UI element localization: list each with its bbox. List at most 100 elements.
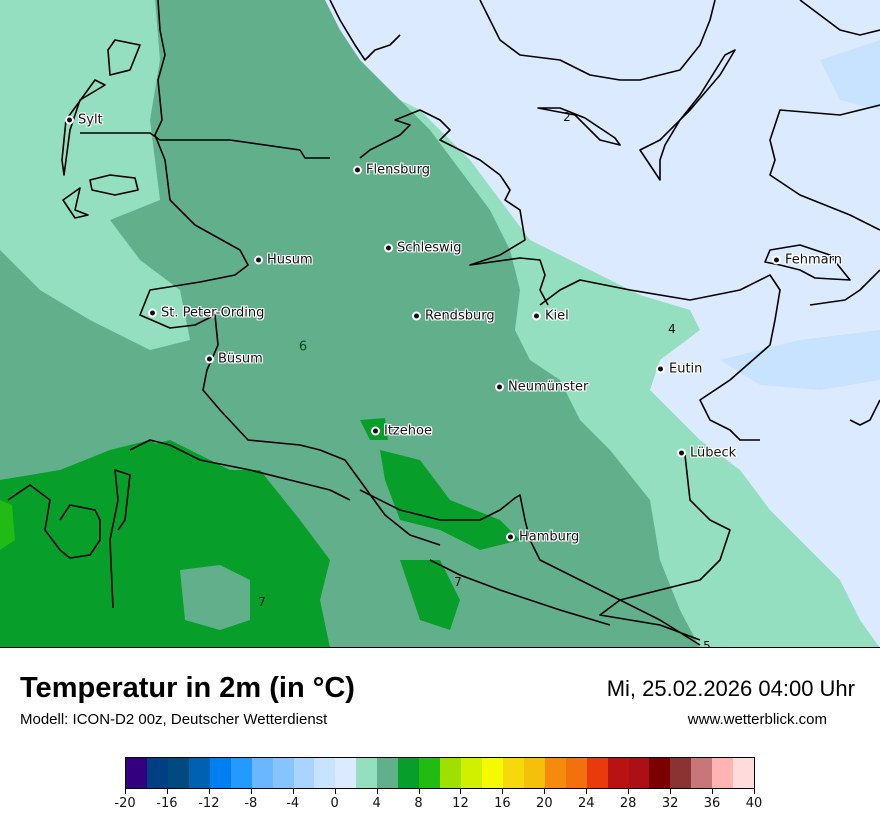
city-label: Fehmarn bbox=[785, 252, 842, 268]
city-label: Büsum bbox=[218, 351, 263, 367]
contour-label: 2 bbox=[563, 110, 571, 124]
colorbar-tick bbox=[166, 789, 168, 794]
colorbar-segment bbox=[523, 758, 545, 788]
colorbar-segment bbox=[691, 758, 713, 788]
city-dot-icon bbox=[508, 534, 513, 540]
city-label: Itzehoe bbox=[384, 423, 432, 439]
colorbar-tick-label: 24 bbox=[577, 796, 595, 811]
colorbar-tick bbox=[460, 789, 462, 794]
colorbar-segment bbox=[188, 758, 210, 788]
colorbar-segment bbox=[481, 758, 503, 788]
city-marker: Neumünster bbox=[497, 380, 588, 395]
valid-datetime: Mi, 25.02.2026 04:00 Uhr bbox=[606, 676, 855, 701]
city-label: Sylt bbox=[78, 112, 103, 128]
colorbar-segment bbox=[544, 758, 566, 788]
colorbar-tick-label: -8 bbox=[244, 796, 258, 811]
colorbar-tick bbox=[544, 789, 546, 794]
city-dot-icon bbox=[414, 313, 419, 319]
colorbar-segment bbox=[733, 758, 755, 788]
colorbar-segment bbox=[565, 758, 587, 788]
colorbar-segment bbox=[356, 758, 378, 788]
city-dot-icon bbox=[373, 428, 378, 434]
colorbar-segment bbox=[502, 758, 524, 788]
colorbar-segment bbox=[126, 758, 147, 788]
colorbar-tick-label: -4 bbox=[286, 796, 300, 811]
city-marker: Hamburg bbox=[508, 530, 579, 545]
colorbar-segment bbox=[586, 758, 608, 788]
contour-label: 4 bbox=[668, 322, 676, 336]
colorbar-tick bbox=[334, 789, 336, 794]
colorbar-tick-label: 32 bbox=[661, 796, 679, 811]
contour-label: 5 bbox=[703, 639, 711, 648]
colorbar-segment bbox=[251, 758, 273, 788]
city-dot-icon bbox=[207, 356, 212, 362]
city-marker: Fehmarn bbox=[774, 253, 842, 268]
colorbar-tick-label: 20 bbox=[536, 796, 553, 811]
colorbar-segment bbox=[167, 758, 189, 788]
temperature-map: Sylt Flensburg Schleswig Husum Fehmarn St. Pe… bbox=[0, 0, 880, 648]
colorbar-segment bbox=[335, 758, 357, 788]
city-label: Kiel bbox=[545, 308, 569, 324]
colorbar-segment bbox=[649, 758, 671, 788]
city-marker: Kiel bbox=[534, 309, 569, 324]
colorbar-tick-label: 28 bbox=[619, 796, 637, 811]
colorbar-segment bbox=[712, 758, 734, 788]
colorbar-tick bbox=[586, 789, 588, 794]
contour-label: 6 bbox=[298, 339, 308, 355]
city-dot-icon bbox=[679, 450, 684, 456]
city-marker: Eutin bbox=[658, 362, 702, 377]
colorbar-segment bbox=[440, 758, 461, 788]
city-dot-icon bbox=[67, 117, 72, 123]
map-title: Temperatur in 2m (in °C) bbox=[20, 672, 355, 704]
colorbar-ticks: -20 -16 -12 -8 -4 0 4 8 12 16 20 24 28 32 36 40 bbox=[114, 789, 762, 819]
colorbar-tick bbox=[628, 789, 630, 794]
colorbar-segment bbox=[146, 758, 168, 788]
city-label: Husum bbox=[267, 252, 313, 268]
colorbar-tick bbox=[502, 789, 504, 794]
contour-label: 7 bbox=[258, 595, 266, 609]
city-dot-icon bbox=[150, 310, 155, 316]
colorbar-tick bbox=[754, 789, 755, 794]
colorbar-segment bbox=[209, 758, 231, 788]
colorbar-tick bbox=[712, 789, 714, 794]
city-marker: Rendsburg bbox=[414, 309, 495, 324]
city-marker: Husum bbox=[256, 253, 313, 268]
colorbar-tick bbox=[418, 789, 420, 794]
temperature-field bbox=[0, 0, 880, 647]
colorbar-tick-label: 36 bbox=[703, 796, 721, 811]
city-dot-icon bbox=[497, 384, 502, 390]
colorbar-tick-label: 8 bbox=[414, 796, 423, 811]
city-marker: Itzehoe bbox=[373, 424, 432, 439]
colorbar-tick bbox=[670, 789, 672, 794]
city-label: Flensburg bbox=[366, 162, 430, 178]
city-label: Eutin bbox=[669, 361, 703, 377]
city-label: Lübeck bbox=[690, 445, 737, 461]
colorbar-tick-label: -20 bbox=[114, 796, 136, 811]
colorbar-segment bbox=[398, 758, 420, 788]
city-dot-icon bbox=[256, 257, 261, 263]
city-label: Schleswig bbox=[397, 240, 462, 256]
colorbar-tick-label: 40 bbox=[745, 796, 763, 811]
colorbar-segment bbox=[461, 758, 482, 788]
city-dot-icon bbox=[386, 245, 391, 251]
contour-label: 7 bbox=[454, 575, 462, 589]
city-marker: St. Peter-Ording bbox=[150, 306, 264, 321]
city-label: Hamburg bbox=[519, 529, 580, 545]
colorbar-tick-label: -16 bbox=[156, 796, 178, 811]
model-info: Modell: ICON-D2 00z, Deutscher Wetterdie… bbox=[20, 711, 328, 728]
colorbar-tick-label: 0 bbox=[330, 796, 339, 811]
colorbar-tick-label: 16 bbox=[494, 796, 511, 811]
colorbar-tick bbox=[376, 789, 378, 794]
colorbar-segment bbox=[419, 758, 441, 788]
city-label: Rendsburg bbox=[425, 308, 495, 324]
colorbar-segment bbox=[670, 758, 692, 788]
city-dot-icon bbox=[355, 167, 360, 173]
colorbar-segment bbox=[314, 758, 336, 788]
city-dot-icon bbox=[534, 313, 539, 319]
colorbar bbox=[125, 757, 755, 789]
website-link[interactable]: www.wetterblick.com bbox=[687, 711, 827, 728]
colorbar-segment bbox=[607, 758, 629, 788]
colorbar-tick bbox=[250, 789, 252, 794]
colorbar-segment bbox=[628, 758, 650, 788]
colorbar-tick-label: 12 bbox=[452, 796, 469, 811]
